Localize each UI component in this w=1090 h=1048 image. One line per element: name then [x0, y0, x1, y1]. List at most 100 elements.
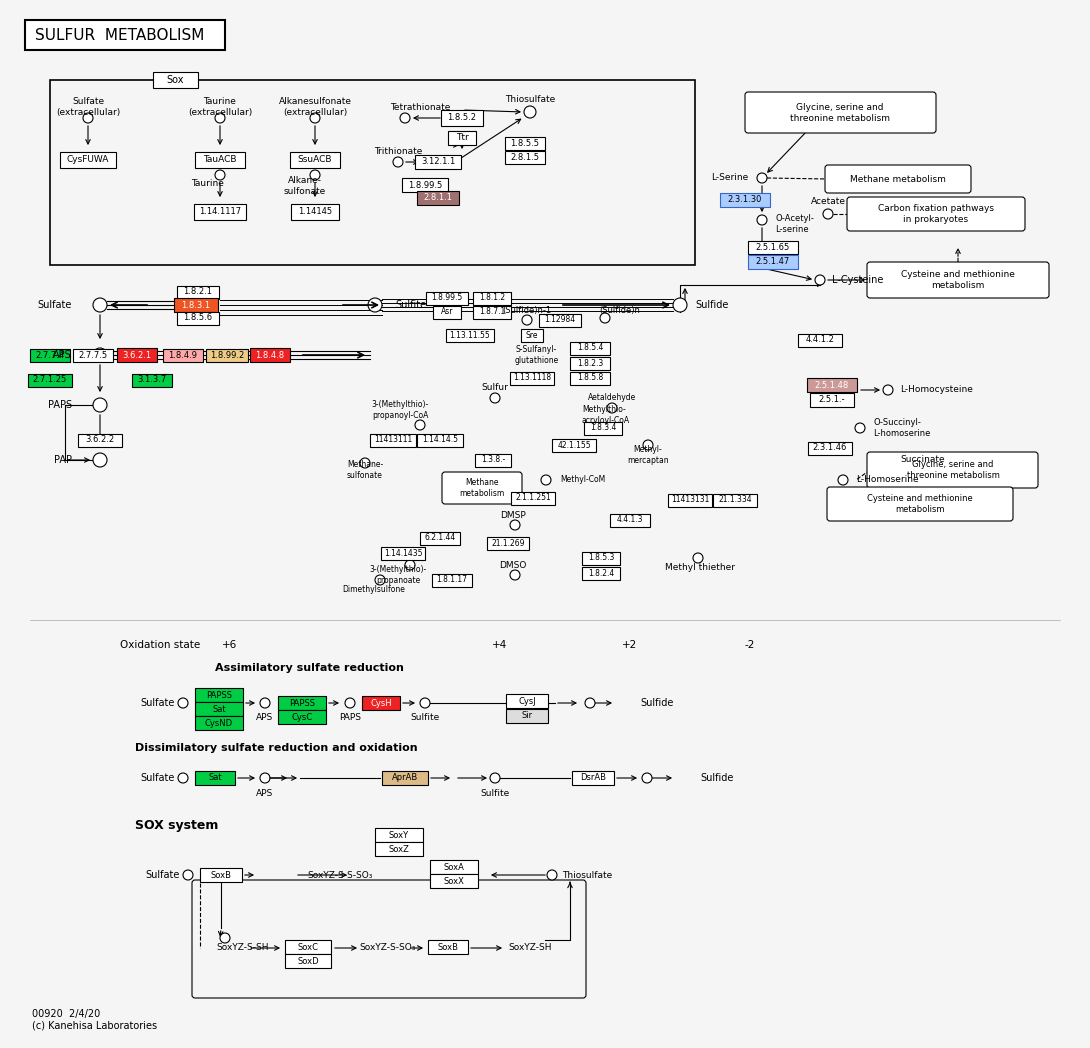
Circle shape: [415, 420, 425, 430]
FancyBboxPatch shape: [443, 472, 522, 504]
Bar: [284, 940, 331, 954]
Text: Sulfide: Sulfide: [640, 698, 674, 708]
Bar: [521, 328, 543, 342]
FancyBboxPatch shape: [867, 452, 1038, 488]
Circle shape: [522, 315, 532, 325]
FancyBboxPatch shape: [827, 487, 1013, 521]
Text: PAPSS: PAPSS: [289, 699, 315, 707]
Bar: [382, 546, 425, 560]
Text: (Sulfide)n: (Sulfide)n: [600, 306, 641, 314]
Text: SoxYZ-S-SO₃: SoxYZ-S-SO₃: [360, 943, 416, 953]
Bar: [177, 285, 219, 299]
Bar: [370, 434, 416, 446]
Text: Ttr: Ttr: [456, 133, 469, 143]
Circle shape: [693, 553, 703, 563]
Text: 1.8.5.5: 1.8.5.5: [510, 138, 540, 148]
Text: CysND: CysND: [205, 719, 233, 727]
Text: Taurine
(extracellular): Taurine (extracellular): [187, 97, 252, 116]
Text: Sulfide: Sulfide: [700, 773, 734, 783]
Bar: [506, 709, 548, 723]
Text: Methyl-CoM: Methyl-CoM: [560, 476, 605, 484]
Bar: [433, 306, 461, 319]
Text: Sat: Sat: [208, 773, 221, 783]
Circle shape: [393, 157, 403, 167]
FancyBboxPatch shape: [744, 92, 936, 133]
Text: 2.3.1.30: 2.3.1.30: [728, 196, 762, 204]
Bar: [50, 80, 695, 265]
Text: S-Sulfanyl-
glutathione: S-Sulfanyl- glutathione: [514, 345, 559, 365]
Text: 1.14145: 1.14145: [298, 208, 332, 217]
Text: 1.8.7.1: 1.8.7.1: [479, 307, 505, 316]
Text: SoxYZ-SH: SoxYZ-SH: [508, 943, 552, 953]
Bar: [582, 567, 620, 580]
Text: SoxYZ-S-SH: SoxYZ-S-SH: [217, 943, 269, 953]
Bar: [362, 696, 400, 709]
Text: PAPS: PAPS: [48, 400, 72, 410]
Text: 3.12.1.1: 3.12.1.1: [421, 157, 456, 167]
Circle shape: [643, 440, 653, 450]
Text: Sulfate: Sulfate: [141, 698, 175, 708]
Text: SoxY: SoxY: [389, 830, 409, 839]
FancyBboxPatch shape: [825, 165, 971, 193]
Bar: [417, 191, 459, 205]
Text: 1.8.5.3: 1.8.5.3: [588, 553, 614, 563]
Text: Tetrathionate: Tetrathionate: [390, 103, 450, 111]
Text: SOX system: SOX system: [135, 818, 218, 831]
Text: SoxA: SoxA: [444, 863, 464, 872]
Circle shape: [83, 113, 93, 123]
Text: 2.1.1.251: 2.1.1.251: [516, 494, 550, 502]
Text: SoxC: SoxC: [298, 942, 318, 952]
Bar: [417, 434, 463, 446]
Text: 2.8.1.5: 2.8.1.5: [510, 153, 540, 161]
Text: APS: APS: [256, 788, 274, 798]
Bar: [375, 828, 423, 842]
Bar: [570, 356, 610, 370]
Text: 1.8.1.2: 1.8.1.2: [479, 293, 505, 303]
Text: 1.12984: 1.12984: [544, 315, 576, 325]
Bar: [278, 709, 326, 724]
Circle shape: [490, 773, 500, 783]
Text: +4: +4: [493, 640, 508, 650]
Bar: [570, 371, 610, 385]
Bar: [25, 20, 225, 50]
Text: 2.5.1.-: 2.5.1.-: [819, 395, 846, 405]
Text: Thiosulfate: Thiosulfate: [562, 871, 613, 879]
Text: 2.5.1.47: 2.5.1.47: [755, 258, 790, 266]
Circle shape: [178, 773, 187, 783]
Text: AprAB: AprAB: [392, 773, 419, 783]
Text: CysFUWA: CysFUWA: [66, 155, 109, 165]
Text: 1.8.1.17: 1.8.1.17: [436, 575, 468, 585]
Bar: [402, 178, 448, 192]
Text: Sulfate: Sulfate: [146, 870, 180, 880]
Text: Thiosulfate: Thiosulfate: [505, 95, 555, 105]
Text: Sulfate
(extracellular): Sulfate (extracellular): [56, 97, 120, 116]
Text: SoxB: SoxB: [437, 942, 459, 952]
Bar: [132, 373, 172, 387]
Text: Asr: Asr: [440, 307, 453, 316]
Bar: [448, 131, 476, 145]
Text: Alkanesulfonate
(extracellular): Alkanesulfonate (extracellular): [279, 97, 351, 116]
Text: 4.4.1.2: 4.4.1.2: [806, 335, 835, 345]
Text: 11413131: 11413131: [670, 496, 710, 504]
Bar: [473, 291, 511, 305]
Circle shape: [93, 453, 107, 467]
Bar: [429, 874, 479, 888]
Bar: [506, 694, 548, 708]
Text: 1.14.14.5: 1.14.14.5: [422, 436, 458, 444]
Text: 1.8.3.1: 1.8.3.1: [181, 301, 210, 309]
Text: 1.8.99.5: 1.8.99.5: [408, 180, 443, 190]
Bar: [199, 868, 242, 882]
Circle shape: [642, 773, 652, 783]
Text: Sulfite: Sulfite: [395, 300, 426, 310]
Bar: [810, 393, 853, 407]
Bar: [195, 152, 245, 168]
Text: Cysteine and methionine
metabolism: Cysteine and methionine metabolism: [868, 495, 973, 514]
Text: CysH: CysH: [371, 699, 391, 707]
Text: SoxD: SoxD: [298, 957, 318, 965]
Text: O-Acetyl-
L-serine: O-Acetyl- L-serine: [775, 214, 814, 234]
Bar: [582, 551, 620, 565]
Bar: [28, 373, 72, 387]
Text: Acetate: Acetate: [811, 197, 846, 206]
Text: 3.6.2.2: 3.6.2.2: [85, 436, 114, 444]
Text: SULFUR  METABOLISM: SULFUR METABOLISM: [35, 28, 205, 44]
